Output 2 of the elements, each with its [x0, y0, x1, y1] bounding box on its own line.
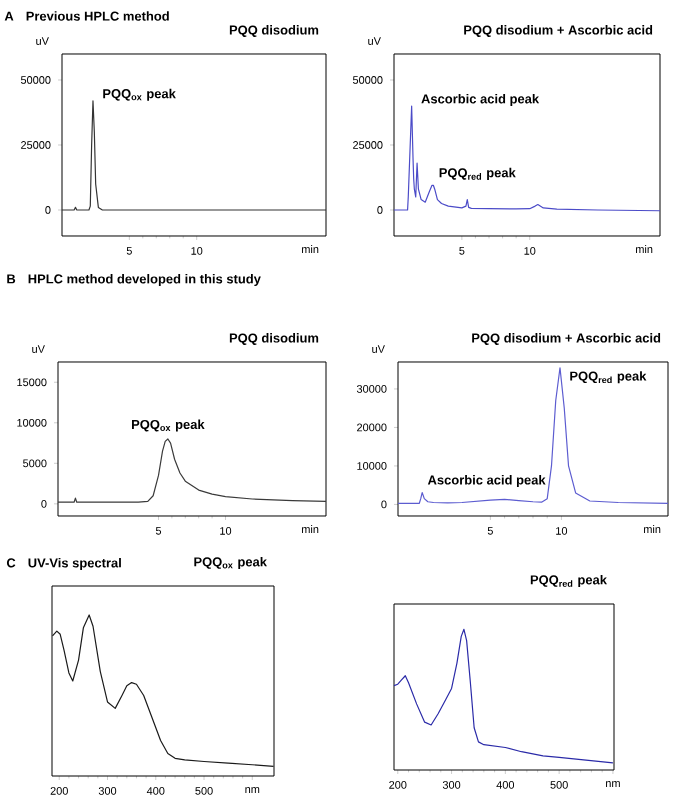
line-series	[393, 105, 661, 212]
line-series	[61, 100, 327, 211]
